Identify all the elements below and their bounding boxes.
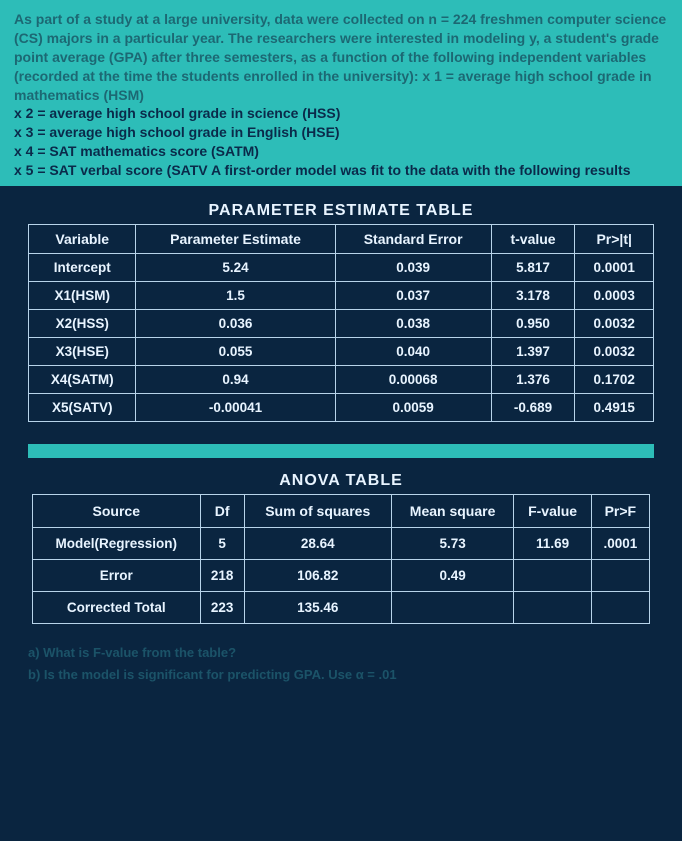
- cell-variable: X1(HSM): [29, 282, 136, 310]
- cell-f: 11.69: [514, 528, 591, 560]
- cell-ms: 0.49: [391, 560, 514, 592]
- col-source: Source: [33, 495, 201, 528]
- cell-pvalue: 0.0032: [575, 338, 654, 366]
- cell-df: 223: [200, 592, 244, 624]
- cell-estimate: 0.055: [136, 338, 335, 366]
- cell-stderr: 0.00068: [335, 366, 491, 394]
- cell-stderr: 0.0059: [335, 394, 491, 422]
- problem-statement: As part of a study at a large university…: [0, 0, 682, 186]
- cell-df: 218: [200, 560, 244, 592]
- cell-pvalue: 0.0001: [575, 254, 654, 282]
- cell-source: Corrected Total: [33, 592, 201, 624]
- cell-p: [591, 592, 649, 624]
- table-header-row: Variable Parameter Estimate Standard Err…: [29, 225, 654, 254]
- col-pvalue: Pr>|t|: [575, 225, 654, 254]
- question-a: a) What is F-value from the table?: [28, 642, 654, 664]
- problem-intro: As part of a study at a large university…: [14, 11, 666, 103]
- table-row: Error 218 106.82 0.49: [33, 560, 650, 592]
- col-stderr: Standard Error: [335, 225, 491, 254]
- questions-block: a) What is F-value from the table? b) Is…: [0, 632, 682, 696]
- table-row: X4(SATM) 0.94 0.00068 1.376 0.1702: [29, 366, 654, 394]
- cell-ss: 28.64: [244, 528, 391, 560]
- cell-stderr: 0.037: [335, 282, 491, 310]
- col-prf: Pr>F: [591, 495, 649, 528]
- table-row: X1(HSM) 1.5 0.037 3.178 0.0003: [29, 282, 654, 310]
- anova-table-title: ANOVA TABLE: [32, 468, 650, 494]
- question-b: b) Is the model is significant for predi…: [28, 664, 654, 686]
- table-row: X5(SATV) -0.00041 0.0059 -0.689 0.4915: [29, 394, 654, 422]
- cell-source: Model(Regression): [33, 528, 201, 560]
- divider-bar: [28, 444, 654, 458]
- cell-p: [591, 560, 649, 592]
- cell-pvalue: 0.1702: [575, 366, 654, 394]
- cell-p: .0001: [591, 528, 649, 560]
- cell-source: Error: [33, 560, 201, 592]
- parameter-estimate-table: Variable Parameter Estimate Standard Err…: [28, 224, 654, 422]
- col-df: Df: [200, 495, 244, 528]
- cell-df: 5: [200, 528, 244, 560]
- cell-tvalue: 1.397: [491, 338, 575, 366]
- cell-estimate: 0.036: [136, 310, 335, 338]
- cell-tvalue: 5.817: [491, 254, 575, 282]
- cell-f: [514, 560, 591, 592]
- cell-estimate: 1.5: [136, 282, 335, 310]
- cell-variable: X2(HSS): [29, 310, 136, 338]
- anova-table: Source Df Sum of squares Mean square F-v…: [32, 494, 650, 624]
- table-row: X2(HSS) 0.036 0.038 0.950 0.0032: [29, 310, 654, 338]
- table-row: Intercept 5.24 0.039 5.817 0.0001: [29, 254, 654, 282]
- cell-variable: X3(HSE): [29, 338, 136, 366]
- problem-x4: x 4 = SAT mathematics score (SATM): [14, 143, 259, 159]
- cell-tvalue: 3.178: [491, 282, 575, 310]
- cell-ms: [391, 592, 514, 624]
- problem-x5: x 5 = SAT verbal score (SATV A first-ord…: [14, 162, 631, 178]
- cell-tvalue: 1.376: [491, 366, 575, 394]
- table-header-row: Source Df Sum of squares Mean square F-v…: [33, 495, 650, 528]
- cell-tvalue: -0.689: [491, 394, 575, 422]
- col-ss: Sum of squares: [244, 495, 391, 528]
- problem-x2: x 2 = average high school grade in scien…: [14, 105, 340, 121]
- cell-ss: 106.82: [244, 560, 391, 592]
- col-ms: Mean square: [391, 495, 514, 528]
- cell-pvalue: 0.4915: [575, 394, 654, 422]
- col-fvalue: F-value: [514, 495, 591, 528]
- cell-tvalue: 0.950: [491, 310, 575, 338]
- cell-stderr: 0.040: [335, 338, 491, 366]
- table-row: Model(Regression) 5 28.64 5.73 11.69 .00…: [33, 528, 650, 560]
- problem-x3: x 3 = average high school grade in Engli…: [14, 124, 340, 140]
- cell-estimate: 5.24: [136, 254, 335, 282]
- cell-variable: X5(SATV): [29, 394, 136, 422]
- cell-variable: Intercept: [29, 254, 136, 282]
- col-variable: Variable: [29, 225, 136, 254]
- cell-ss: 135.46: [244, 592, 391, 624]
- cell-pvalue: 0.0003: [575, 282, 654, 310]
- cell-stderr: 0.039: [335, 254, 491, 282]
- cell-pvalue: 0.0032: [575, 310, 654, 338]
- cell-ms: 5.73: [391, 528, 514, 560]
- col-tvalue: t-value: [491, 225, 575, 254]
- table-row: Corrected Total 223 135.46: [33, 592, 650, 624]
- cell-stderr: 0.038: [335, 310, 491, 338]
- cell-estimate: -0.00041: [136, 394, 335, 422]
- cell-f: [514, 592, 591, 624]
- col-estimate: Parameter Estimate: [136, 225, 335, 254]
- cell-estimate: 0.94: [136, 366, 335, 394]
- parameter-table-title: PARAMETER ESTIMATE TABLE: [28, 198, 654, 224]
- table-row: X3(HSE) 0.055 0.040 1.397 0.0032: [29, 338, 654, 366]
- cell-variable: X4(SATM): [29, 366, 136, 394]
